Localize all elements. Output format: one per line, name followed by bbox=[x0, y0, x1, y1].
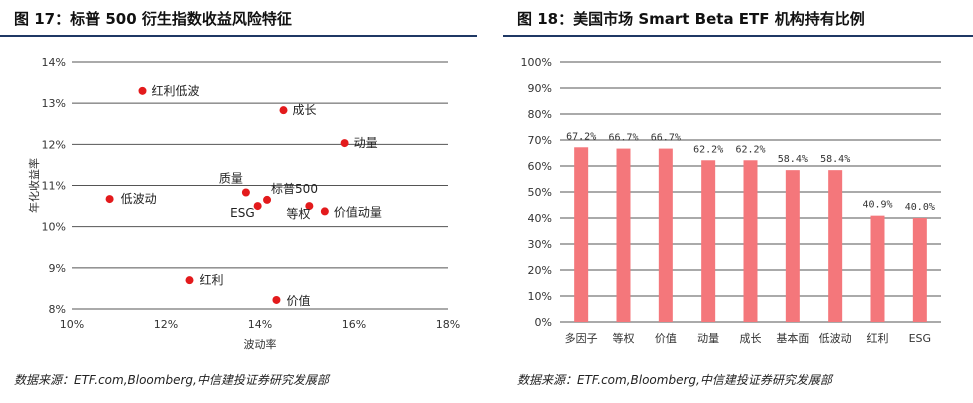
y-tick-label: 14% bbox=[42, 56, 66, 69]
y-tick-label: 40% bbox=[528, 212, 552, 225]
point-label: 成长 bbox=[293, 103, 317, 117]
bar bbox=[785, 170, 800, 322]
y-tick-label: 10% bbox=[42, 221, 66, 234]
category-label: 基本面 bbox=[776, 331, 809, 345]
bar-value-label: 67.2% bbox=[566, 131, 596, 142]
x-tick-label: 18% bbox=[436, 318, 460, 331]
category-label: ESG bbox=[909, 332, 931, 345]
y-tick-label: 30% bbox=[528, 238, 552, 251]
point-label: 价值 bbox=[286, 293, 310, 308]
point-label: 红利 bbox=[200, 272, 224, 287]
bar-value-label: 62.2% bbox=[693, 144, 723, 155]
bar bbox=[743, 160, 758, 322]
category-label: 红利 bbox=[867, 332, 889, 345]
bar bbox=[658, 148, 673, 322]
category-label: 价值 bbox=[655, 332, 677, 345]
bar-panel: 图 18：美国市场 Smart Beta ETF 机构持有比例 0% 10% 20%… bbox=[503, 0, 973, 403]
point-label: 等权 bbox=[286, 207, 310, 221]
bar-value-label: 66.7% bbox=[651, 133, 681, 144]
y-tick-label: 12% bbox=[42, 138, 66, 151]
scatter-chart: 8% 9% 10% 11% 12% 13% 14% 10% 12% 14% 16% 18% 波动率 年化收… bbox=[27, 56, 460, 351]
category-label: 等权 bbox=[613, 331, 635, 345]
scatter-point bbox=[272, 295, 281, 304]
point-label: 标普500 bbox=[271, 182, 318, 196]
scatter-point bbox=[253, 202, 262, 211]
scatter-point bbox=[320, 207, 329, 216]
point-label: 价值动量 bbox=[334, 204, 382, 219]
scatter-point bbox=[340, 139, 349, 148]
bar bbox=[616, 148, 631, 322]
y-tick-label: 11% bbox=[42, 180, 66, 193]
bar bbox=[912, 218, 927, 322]
y-tick-label: 90% bbox=[528, 82, 552, 95]
bar-value-label: 58.4% bbox=[820, 154, 850, 165]
scatter-point bbox=[241, 188, 250, 197]
y-tick-label: 70% bbox=[528, 134, 552, 147]
y-tick-label: 60% bbox=[528, 160, 552, 173]
y-tick-label: 50% bbox=[528, 186, 552, 199]
point-label: 质量 bbox=[219, 171, 243, 185]
x-tick-label: 16% bbox=[342, 318, 366, 331]
bar-value-label: 40.9% bbox=[862, 200, 892, 211]
bar-value-label: 58.4% bbox=[778, 154, 808, 165]
x-tick-label: 12% bbox=[154, 318, 178, 331]
point-label: 红利低波 bbox=[152, 83, 200, 98]
point-label: ESG bbox=[230, 206, 255, 220]
bar-value-label: 40.0% bbox=[905, 202, 935, 213]
y-tick-label: 20% bbox=[528, 264, 552, 277]
scatter-point bbox=[279, 106, 288, 115]
scatter-source-note: 数据来源：ETF.com,Bloomberg,中信建投证券研究发展部 bbox=[14, 373, 329, 387]
bar-value-label: 62.2% bbox=[735, 144, 765, 155]
x-tick-label: 14% bbox=[248, 318, 272, 331]
x-axis-label: 波动率 bbox=[244, 337, 277, 351]
scatter-point bbox=[138, 86, 147, 95]
bar bbox=[574, 147, 589, 322]
bar bbox=[870, 215, 885, 322]
y-tick-label: 8% bbox=[49, 303, 66, 316]
scatter-point bbox=[185, 276, 194, 285]
bar bbox=[828, 170, 843, 322]
bar-figure-title: 图 18：美国市场 Smart Beta ETF 机构持有比例 bbox=[517, 10, 865, 28]
y-tick-label: 13% bbox=[42, 97, 66, 110]
scatter-point bbox=[263, 195, 272, 204]
bar bbox=[701, 160, 716, 322]
bar-value-label: 66.7% bbox=[608, 133, 638, 144]
scatter-point bbox=[105, 195, 114, 204]
y-tick-label: 100% bbox=[521, 56, 552, 69]
y-tick-label: 10% bbox=[528, 290, 552, 303]
bar-source-note: 数据来源：ETF.com,Bloomberg,中信建投证券研究发展部 bbox=[517, 373, 832, 387]
point-label: 低波动 bbox=[121, 192, 157, 206]
category-label: 成长 bbox=[740, 332, 762, 345]
y-axis-label: 年化收益率 bbox=[27, 158, 41, 213]
scatter-panel: 图 17：标普 500 衍生指数收益风险特征 8% 9% 10% 11% 12% 13% 1… bbox=[0, 0, 477, 403]
category-label: 多因子 bbox=[565, 331, 598, 345]
x-tick-label: 10% bbox=[60, 318, 84, 331]
category-label: 动量 bbox=[697, 332, 719, 345]
y-tick-label: 9% bbox=[49, 262, 66, 275]
bar-chart: 0% 10% 20% 30% 40% 50% 60% 70% 80% 90% 100% 67.2% 多因… bbox=[521, 56, 941, 345]
point-label: 动量 bbox=[354, 136, 378, 150]
scatter-figure-title: 图 17：标普 500 衍生指数收益风险特征 bbox=[14, 10, 292, 28]
category-label: 低波动 bbox=[819, 332, 852, 345]
y-tick-label: 80% bbox=[528, 108, 552, 121]
scatter-title-rule bbox=[0, 35, 477, 37]
y-tick-label: 0% bbox=[535, 316, 552, 329]
bar-title-rule bbox=[503, 35, 973, 37]
scatter-point bbox=[305, 202, 314, 211]
